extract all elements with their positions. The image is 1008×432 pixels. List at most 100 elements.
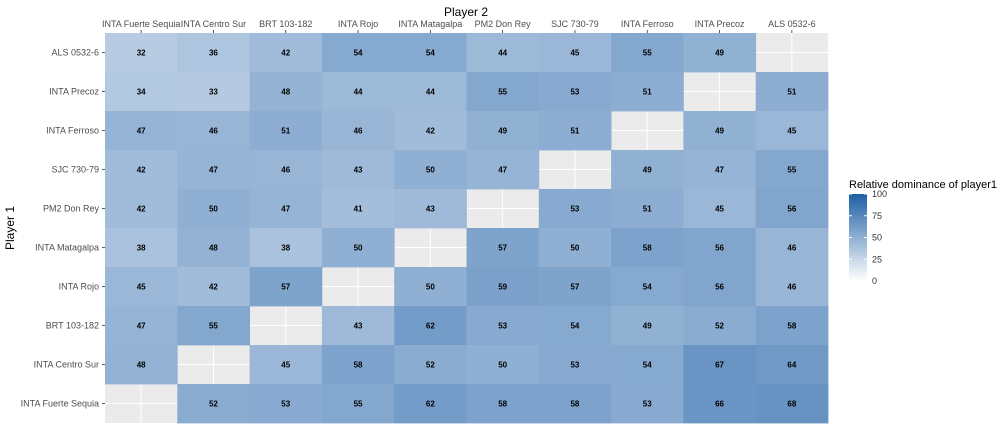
y-tick-label: ALS 0532-6: [51, 48, 99, 58]
cell-value-label: 46: [354, 127, 363, 136]
cell-value-label: 58: [787, 322, 796, 331]
cell-value-label: 52: [426, 361, 435, 370]
cell-value-label: 38: [281, 244, 290, 253]
heatmap-cell: [321, 111, 395, 151]
cell-value-label: 53: [570, 205, 579, 214]
heatmap-cell: [611, 345, 684, 385]
heatmap-cell: [321, 384, 395, 424]
cell-value-label: 46: [281, 166, 290, 175]
x-tick-label: INTA Ferroso: [621, 19, 674, 29]
heatmap-cell: [249, 150, 323, 190]
heatmap-cell: [466, 33, 540, 73]
x-axis-title: Player 2: [444, 5, 488, 19]
heatmap-cell: [755, 384, 829, 424]
cell-value-label: 53: [570, 361, 579, 370]
cell-value-label: 43: [354, 166, 363, 175]
cell-value-label: 41: [354, 205, 363, 214]
cell-value-label: 50: [426, 166, 435, 175]
heatmap-cell: [755, 189, 829, 229]
heatmap-cell: [611, 150, 684, 190]
cell-value-label: 42: [137, 205, 146, 214]
cell-value-label: 47: [137, 127, 146, 136]
cell-value-label: 68: [787, 400, 796, 409]
cell-value-label: 51: [643, 205, 652, 214]
heatmap-cell: [611, 33, 684, 73]
heatmap-cell: [538, 72, 612, 112]
heatmap-cell: [755, 267, 829, 307]
heatmap-cell: [466, 384, 540, 424]
cell-value-label: 50: [209, 205, 218, 214]
heatmap-cell: [177, 72, 250, 112]
cell-value-label: 57: [498, 244, 507, 253]
cell-value-label: 64: [787, 361, 796, 370]
heatmap-cell: [683, 189, 757, 229]
cell-value-label: 58: [498, 400, 507, 409]
cell-value-label: 58: [643, 244, 652, 253]
x-tick-label: BRT 103-182: [259, 19, 312, 29]
cell-value-label: 49: [715, 127, 724, 136]
heatmap-cell: [105, 345, 178, 385]
heatmap-cell: [611, 228, 684, 268]
heatmap-cell: [249, 267, 323, 307]
y-tick-label: INTA Fuerte Sequia: [21, 399, 99, 409]
legend-tick-label: 25: [872, 254, 882, 264]
cell-value-label: 45: [715, 205, 724, 214]
heatmap-cell: [105, 267, 178, 307]
cell-value-label: 42: [137, 166, 146, 175]
y-tick-label: INTA Centro Sur: [34, 360, 99, 370]
heatmap-cell: [611, 306, 684, 346]
heatmap-cell: [105, 150, 178, 190]
heatmap-cell: [466, 150, 540, 190]
cell-value-label: 56: [715, 283, 724, 292]
legend-tick-label: 50: [872, 233, 882, 243]
heatmap-cell: [249, 33, 323, 73]
cell-value-label: 44: [426, 88, 435, 97]
heatmap-cell: [394, 384, 467, 424]
heatmap-cell: [177, 189, 250, 229]
cell-value-labels: 32 36 42 54 54 44 45 55 49 34 33 48 44 44 55 53 51 51 47 46…: [137, 49, 797, 409]
cell-value-label: 45: [570, 49, 579, 58]
heatmap-cell: [321, 33, 395, 73]
heatmap-cell: [538, 189, 612, 229]
cell-value-label: 48: [281, 88, 290, 97]
heatmap-cell: [755, 150, 829, 190]
heatmap-cell: [177, 33, 250, 73]
heatmap-cell: [394, 150, 467, 190]
heatmap-cell: [755, 228, 829, 268]
y-tick-label: PM2 Don Rey: [43, 204, 100, 214]
x-tick-label: INTA Rojo: [338, 19, 378, 29]
cell-value-label: 51: [787, 88, 796, 97]
heatmap-cell: [105, 111, 178, 151]
cell-value-label: 47: [498, 166, 507, 175]
y-axis-ticks: ALS 0532-6 INTA Precoz INTA Ferroso SJC 730…: [21, 48, 105, 409]
y-tick-label: BRT 103-182: [46, 321, 99, 331]
cell-value-label: 49: [643, 166, 652, 175]
cell-value-label: 34: [137, 88, 146, 97]
cell-value-label: 46: [787, 283, 796, 292]
heatmap-cell: [538, 384, 612, 424]
cell-value-label: 55: [498, 88, 507, 97]
cell-value-label: 50: [354, 244, 363, 253]
cell-value-label: 54: [570, 322, 579, 331]
heatmap-cell: [683, 267, 757, 307]
cell-value-label: 45: [137, 283, 146, 292]
heatmap-cell: [611, 384, 684, 424]
heatmap-cell: [177, 111, 250, 151]
heatmap-cell: [249, 72, 323, 112]
heatmap-cell: [321, 306, 395, 346]
cell-value-label: 54: [426, 49, 435, 58]
heatmap-cell: [538, 111, 612, 151]
x-axis-ticks: INTA Fuerte Sequia INTA Centro Sur BRT 103…: [102, 19, 816, 33]
y-tick-label: INTA Matagalpa: [35, 243, 99, 253]
cell-value-label: 52: [209, 400, 218, 409]
heatmap-cell: [321, 345, 395, 385]
heatmap-cell: [249, 345, 323, 385]
heatmap-cell: [466, 306, 540, 346]
x-tick-label: SJC 730-79: [551, 19, 599, 29]
cell-value-label: 44: [498, 49, 507, 58]
heatmap-cell: [394, 111, 467, 151]
heatmap-cells: [105, 33, 829, 424]
x-tick-label: PM2 Don Rey: [475, 19, 532, 29]
heatmap-cell: [177, 306, 250, 346]
